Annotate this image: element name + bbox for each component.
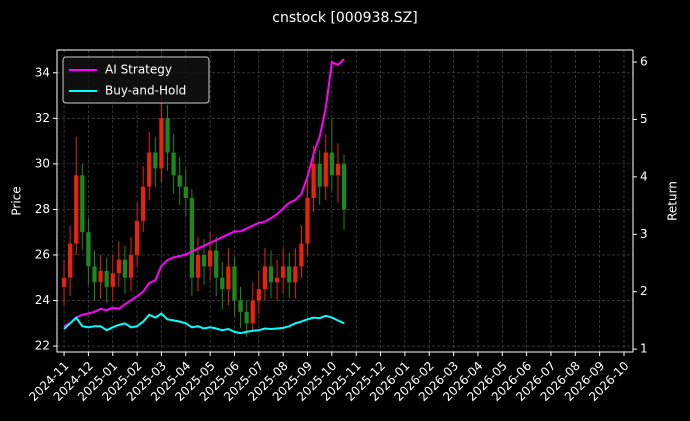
y-tick-label: 34 — [35, 65, 50, 79]
candle-body — [98, 270, 103, 283]
y-tick-label: 28 — [35, 202, 50, 216]
candle-body — [165, 118, 170, 153]
y2-tick-label: 1 — [640, 342, 648, 356]
y2-tick-label: 3 — [640, 227, 648, 241]
candle-body — [281, 266, 286, 278]
candle-body — [311, 163, 316, 199]
candle-body — [323, 152, 328, 187]
candle-body — [153, 152, 158, 169]
candle-body — [189, 198, 195, 278]
chart-title: cnstock [000938.SZ] — [272, 10, 417, 26]
candle-body — [207, 250, 213, 267]
candle-body — [214, 250, 219, 278]
y2-tick-label: 4 — [640, 169, 648, 183]
y2-tick-label: 5 — [640, 112, 648, 126]
candle-body — [141, 186, 146, 221]
candle-body — [80, 175, 85, 233]
y-tick-label: 22 — [35, 339, 50, 353]
y-axis-label: Price — [10, 186, 24, 215]
candle-body — [195, 254, 201, 278]
candle-body — [250, 300, 255, 324]
plot-frame — [56, 49, 634, 353]
candle-body — [335, 163, 341, 176]
legend-label: Buy-and-Hold — [105, 84, 186, 98]
y2-axis-label: Return — [666, 181, 680, 221]
candle-body — [226, 266, 231, 290]
candle-body — [92, 266, 97, 283]
candle-body — [134, 220, 140, 255]
y-tick-label: 26 — [35, 247, 50, 261]
candle-body — [220, 277, 225, 290]
candle-body — [201, 254, 207, 267]
candle-body — [183, 186, 188, 199]
candle-body — [293, 266, 298, 283]
legend-label: AI Strategy — [105, 63, 172, 77]
candle-body — [147, 152, 152, 187]
candle-body — [244, 311, 249, 324]
candle-body — [86, 232, 91, 267]
candle-body — [159, 118, 164, 169]
y-tick-label: 30 — [35, 156, 50, 170]
candle-body — [104, 270, 109, 287]
candle-body — [317, 163, 322, 187]
candle-body — [177, 175, 182, 187]
candle-body — [128, 254, 134, 278]
y-tick-label: 32 — [35, 111, 50, 125]
candle-body — [329, 152, 334, 176]
y2-tick-label: 2 — [640, 284, 648, 298]
candle-body — [61, 277, 67, 287]
candle-body — [122, 259, 128, 278]
candle-body — [299, 243, 304, 267]
candle-body — [232, 266, 237, 301]
series-line — [63, 312, 345, 335]
candle-body — [68, 243, 73, 278]
y2-tick-label: 6 — [640, 55, 648, 69]
candle-body — [256, 289, 261, 301]
candle-body — [268, 266, 274, 283]
candle-body — [262, 266, 268, 290]
candle-body — [171, 152, 176, 176]
candle-body — [274, 277, 280, 283]
candle-body — [110, 273, 115, 287]
candle-body — [74, 175, 79, 244]
candle-body — [341, 163, 347, 210]
series-line — [63, 58, 345, 328]
legend-box — [62, 56, 210, 104]
candle-body — [287, 266, 292, 283]
candle-body — [305, 198, 310, 244]
candle-body — [238, 300, 243, 312]
candle-body — [116, 259, 121, 274]
y-tick-label: 24 — [35, 293, 50, 307]
